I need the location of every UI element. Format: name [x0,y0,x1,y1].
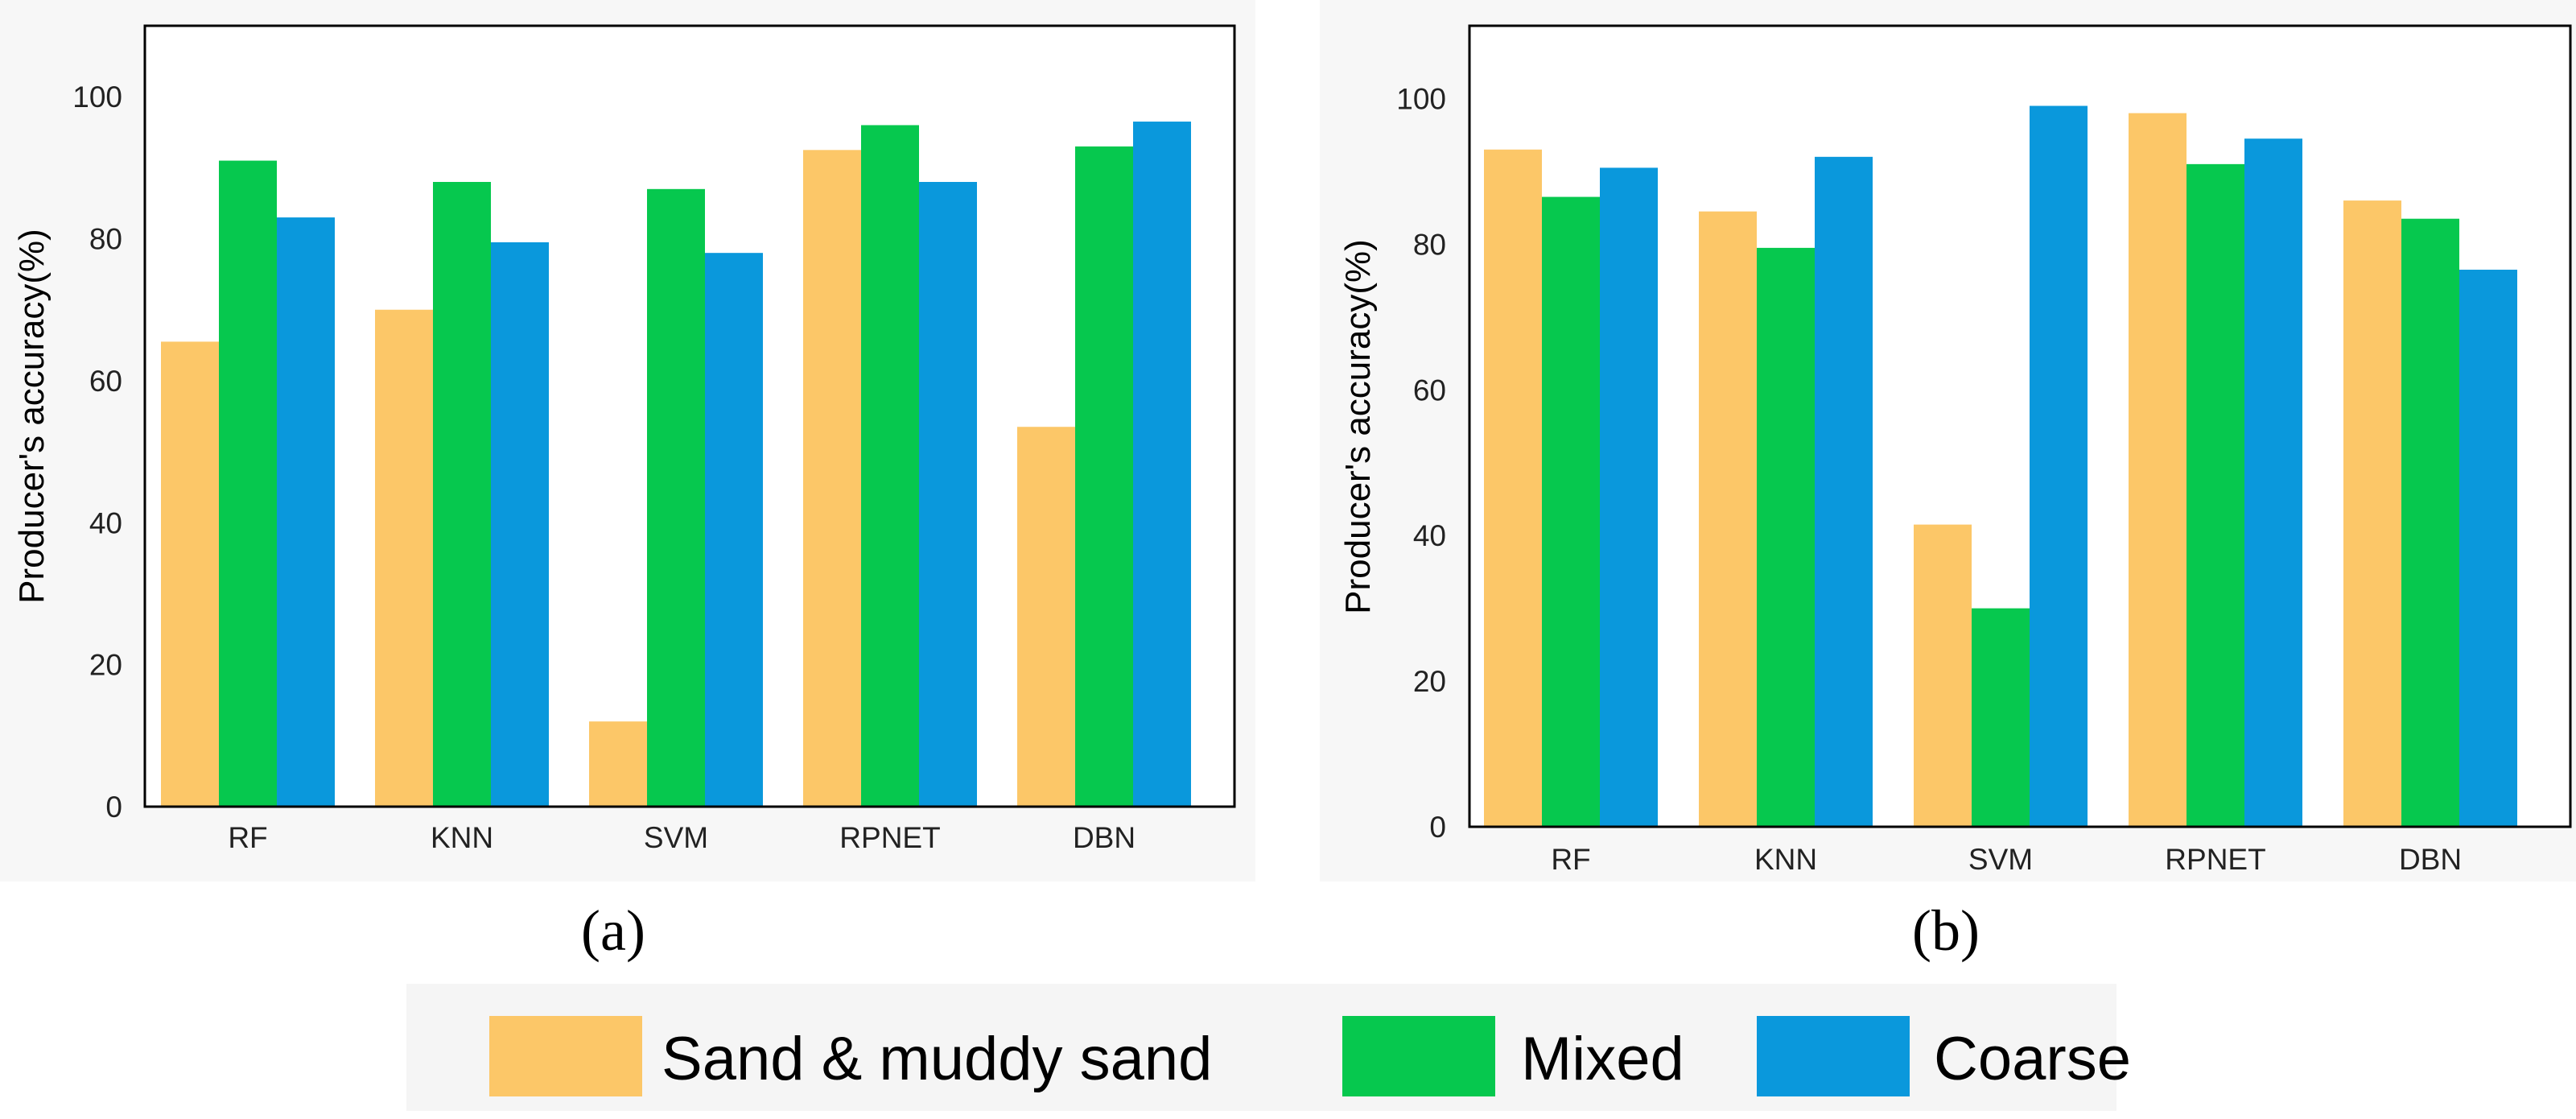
bar-a-svm-mixed [647,188,705,807]
y-tick-label-a-40: 40 [89,506,122,539]
bar-a-rpnet-mixed [861,125,919,807]
x-tick-label-b-rpnet: RPNET [2165,843,2265,876]
bar-a-dbn-coarse [1133,122,1191,807]
bar-b-rf-mixed [1542,196,1600,827]
bar-a-svm-sand [589,721,647,807]
y-tick-label-b-0: 0 [1429,811,1446,844]
panel-a-y-ticks: 0 20 40 60 80 100 [72,81,122,824]
bar-a-knn-sand [375,309,433,807]
x-tick-label-a-knn: KNN [431,821,493,854]
bar-a-rpnet-sand [803,150,861,807]
legend: Sand & muddy sand Mixed Coarse [406,984,2131,1111]
x-tick-label-b-knn: KNN [1754,843,1817,876]
panel-b-label: (b) [1912,898,1980,963]
legend-label-sand: Sand & muddy sand [662,1025,1212,1093]
bar-b-rf-sand [1484,149,1542,828]
panel-b-y-ticks: 0 20 40 60 80 100 [1396,82,1446,844]
panel-b-y-axis-title: Producer's accuracy(%) [1338,239,1378,614]
bar-b-svm-sand [1914,524,1972,827]
bar-a-svm-coarse [705,253,763,807]
legend-swatch-sand [489,1016,642,1096]
legend-swatch-mixed [1342,1016,1495,1096]
y-tick-label-b-60: 60 [1413,374,1446,407]
bar-a-rf-sand [161,341,219,807]
bar-b-dbn-mixed [2401,218,2459,827]
y-tick-label-b-80: 80 [1413,228,1446,261]
bar-a-rf-coarse [277,217,335,807]
bar-b-rpnet-coarse [2244,138,2302,828]
legend-swatch-coarse [1757,1016,1910,1096]
y-tick-label-b-40: 40 [1413,519,1446,552]
x-tick-label-a-rf: RF [228,821,267,854]
bar-b-knn-coarse [1815,156,1873,827]
x-tick-label-a-dbn: DBN [1073,821,1136,854]
y-tick-label-a-0: 0 [105,791,122,824]
bar-b-knn-mixed [1757,247,1815,827]
x-tick-label-b-dbn: DBN [2399,843,2462,876]
y-tick-label-b-100: 100 [1396,82,1446,115]
legend-label-mixed: Mixed [1521,1025,1684,1093]
panel-b-bars [1484,105,2517,828]
x-tick-label-b-svm: SVM [1968,843,2033,876]
bar-a-dbn-mixed [1075,146,1133,807]
x-tick-label-a-rpnet: RPNET [839,821,940,854]
panel-a-bars [161,122,1191,807]
y-tick-label-a-80: 80 [89,223,122,256]
legend-label-coarse: Coarse [1934,1025,2131,1093]
bar-b-rpnet-mixed [2187,163,2244,827]
panel-a-y-axis-title: Producer's accuracy(%) [12,229,52,604]
x-tick-label-b-rf: RF [1551,843,1590,876]
panel-a-plot-frame [143,24,1236,808]
bar-b-dbn-sand [2343,200,2401,827]
bar-a-knn-mixed [433,182,491,807]
panel-b-plot-frame [1468,24,2572,828]
y-tick-label-a-60: 60 [89,365,122,398]
bar-b-svm-coarse [2030,105,2088,827]
bar-b-knn-sand [1699,211,1757,828]
x-tick-label-a-svm: SVM [644,821,708,854]
bar-b-svm-mixed [1972,608,2030,827]
bar-a-rf-mixed [219,160,277,807]
y-tick-label-a-100: 100 [72,81,122,114]
bar-a-rpnet-coarse [919,182,977,807]
y-tick-label-a-20: 20 [89,649,122,682]
panel-a-label: (a) [581,898,645,963]
bar-a-dbn-sand [1017,427,1075,807]
bar-a-knn-coarse [491,242,549,807]
chart-panel-b: 0 20 40 60 80 100 RF KNN SVM RPNET DBN Producer's… [1320,0,2576,963]
bar-b-rf-coarse [1600,167,1658,828]
panel-b-x-ticks: RF KNN SVM RPNET DBN [1551,843,2462,876]
chart-panel-a: 0 20 40 60 80 100 RF KNN SVM RPNET DBN Producer's… [0,0,1255,963]
bar-b-dbn-coarse [2459,270,2517,828]
y-tick-label-b-20: 20 [1413,665,1446,698]
bar-b-rpnet-sand [2129,113,2187,827]
panel-a-x-ticks: RF KNN SVM RPNET DBN [228,821,1136,854]
